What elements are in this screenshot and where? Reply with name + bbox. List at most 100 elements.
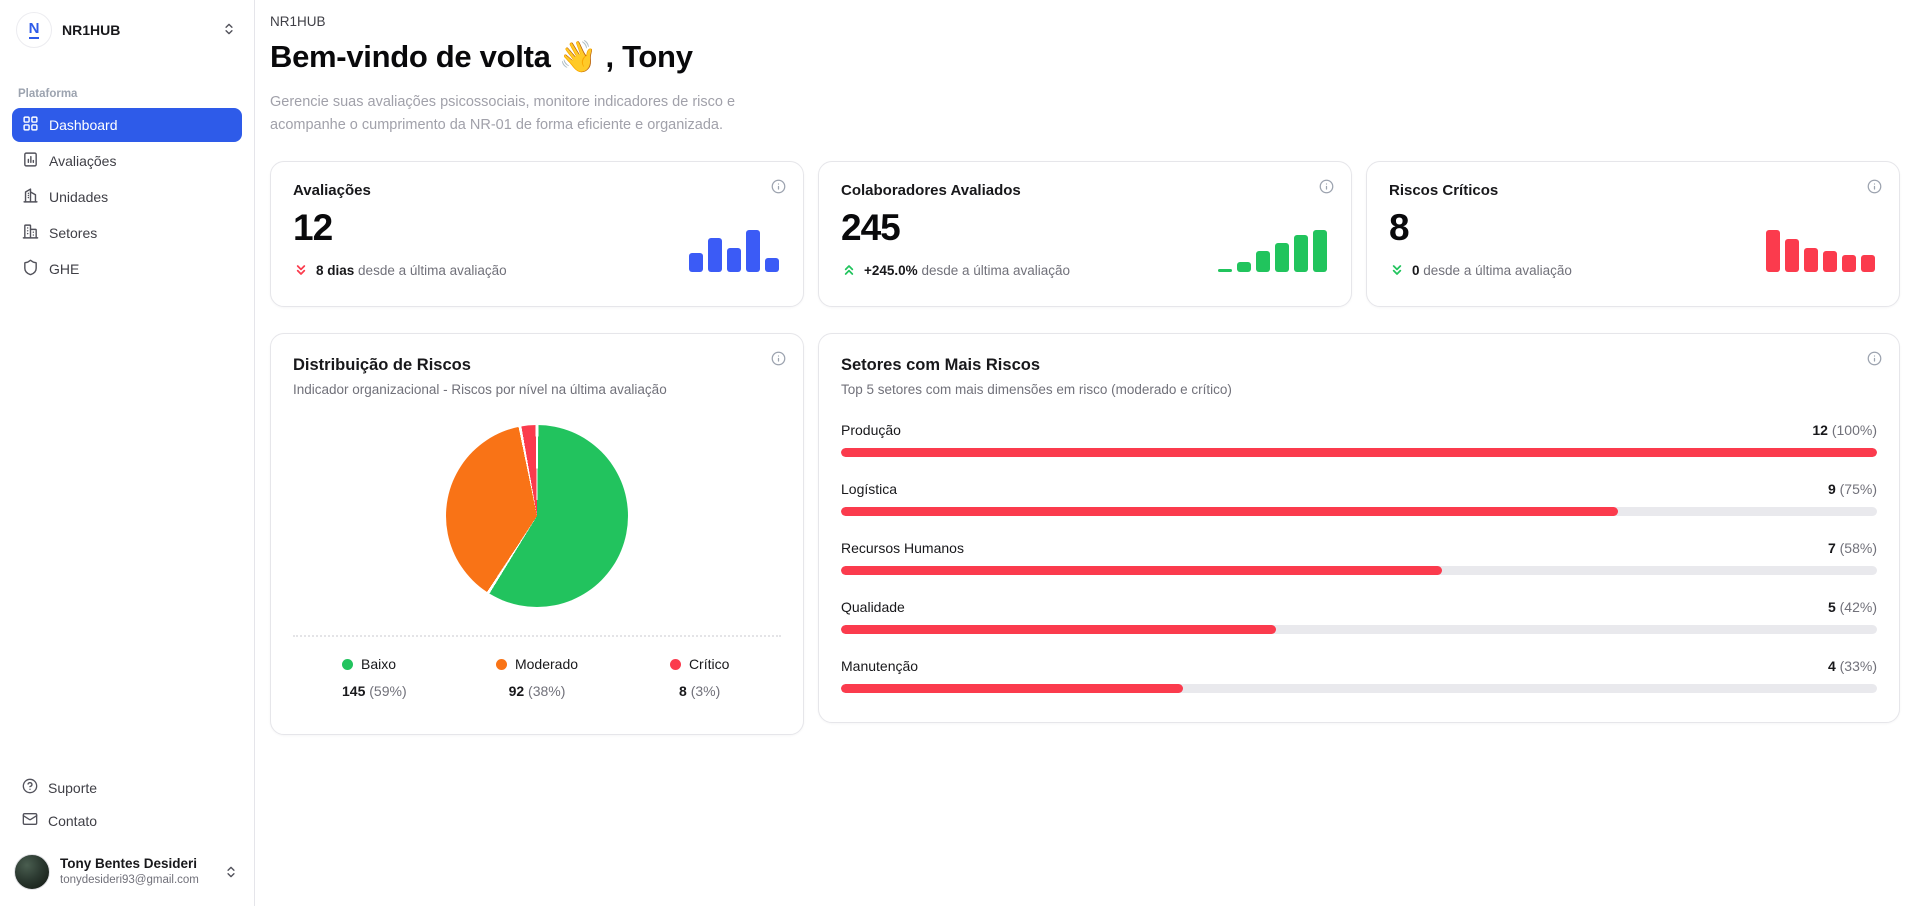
- chevrons-down-icon: [1389, 262, 1405, 278]
- mail-icon: [22, 811, 38, 830]
- legend-label: Baixo: [361, 656, 397, 672]
- legend-label: Moderado: [514, 656, 579, 672]
- sector-row-qualidade: Qualidade 5 (42%): [841, 599, 1877, 634]
- legend-percent: (38%): [528, 683, 566, 699]
- sparkline-chart: [1218, 230, 1327, 272]
- trend-caption: desde a última avaliação: [921, 262, 1071, 278]
- info-button[interactable]: [1865, 177, 1884, 199]
- stat-trend: 0 desde a última avaliação: [1389, 262, 1877, 278]
- chevrons-down-icon: [293, 262, 309, 278]
- stat-card-colaboradores: Colaboradores Avaliados 245 +245.0% desd…: [818, 161, 1352, 307]
- sidebar-item-dashboard[interactable]: Dashboard: [12, 108, 242, 142]
- sidebar-item-unidades[interactable]: Unidades: [12, 180, 242, 214]
- user-menu[interactable]: Tony Bentes Desideri tonydesideri93@gmai…: [12, 852, 242, 892]
- info-icon: [1319, 179, 1334, 197]
- sparkline-chart: [689, 230, 779, 272]
- sector-percent: (100%): [1831, 422, 1877, 438]
- sector-bar-track: [841, 448, 1877, 457]
- breadcrumb: NR1HUB: [270, 14, 326, 29]
- info-button[interactable]: [1317, 177, 1336, 199]
- sidebar-item-contato[interactable]: Contato: [12, 805, 242, 836]
- sector-bar-fill: [841, 684, 1183, 693]
- chevrons-up-down-icon: [222, 22, 236, 39]
- sidebar-item-label: Dashboard: [49, 117, 118, 133]
- dashboard-grid-icon: [22, 115, 39, 135]
- main-content: NR1HUB Bem-vindo de volta 👋 , Tony Geren…: [255, 0, 1913, 906]
- trend-value: 8 dias: [316, 262, 355, 278]
- sector-label: Recursos Humanos: [841, 540, 964, 556]
- sector-count: 7: [1827, 540, 1836, 556]
- legend-percent: (59%): [369, 683, 407, 699]
- sidebar-item-ghe[interactable]: GHE: [12, 252, 242, 286]
- sector-row-recursos-humanos: Recursos Humanos 7 (58%): [841, 540, 1877, 575]
- sector-label: Qualidade: [841, 599, 905, 615]
- sidebar-item-setores[interactable]: Setores: [12, 216, 242, 250]
- risk-pie-chart: [446, 425, 628, 607]
- legend-count: 145: [342, 683, 366, 699]
- workspace-chevrons-button[interactable]: [220, 20, 238, 41]
- sidebar-item-label: Unidades: [49, 189, 109, 205]
- sidebar-spacer: [12, 288, 242, 772]
- stat-value: 245: [841, 207, 901, 248]
- sector-row-logistica: Logística 9 (75%): [841, 481, 1877, 516]
- sector-percent: (42%): [1839, 599, 1877, 615]
- trend-value: +245.0%: [864, 262, 918, 278]
- legend-item-critico: Crítico 8 (3%): [669, 656, 730, 699]
- sidebar-footer-nav: Suporte Contato: [12, 772, 242, 838]
- sector-count: 4: [1827, 658, 1836, 674]
- info-icon: [1867, 179, 1882, 197]
- chevrons-up-icon: [841, 262, 857, 278]
- file-chart-icon: [22, 151, 39, 171]
- legend-count: 92: [508, 683, 525, 699]
- sector-label: Manutenção: [841, 658, 919, 674]
- sector-bar-fill: [841, 507, 1618, 516]
- sector-rows: Produção 12 (100%) Logística 9 (75%) Recur…: [841, 422, 1877, 693]
- stat-title: Colaboradores Avaliados: [841, 182, 1021, 199]
- app-name: NR1HUB: [62, 22, 121, 38]
- stat-value: 8: [1389, 207, 1410, 248]
- info-icon: [1867, 351, 1882, 369]
- stat-trend: 8 dias desde a última avaliação: [293, 262, 781, 278]
- sector-bar-fill: [841, 566, 1442, 575]
- sector-percent: (58%): [1839, 540, 1877, 556]
- legend-dot: [669, 658, 681, 670]
- info-button[interactable]: [1865, 349, 1884, 371]
- avatar: [14, 854, 50, 890]
- sidebar-item-label: Suporte: [48, 779, 98, 796]
- charts-row: Distribuição de Riscos Indicador organiz…: [270, 333, 1900, 735]
- info-button[interactable]: [769, 349, 788, 371]
- stat-card-riscos-criticos: Riscos Críticos 8 0 desde a última avali…: [1366, 161, 1900, 307]
- sidebar-item-avaliacoes[interactable]: Avaliações: [12, 144, 242, 178]
- workspace-switcher[interactable]: N NR1HUB: [12, 10, 242, 50]
- info-button[interactable]: [769, 177, 788, 199]
- stat-card-avaliacoes: Avaliações 12 8 dias desde a última aval…: [270, 161, 804, 307]
- legend-dot: [495, 658, 507, 670]
- shield-icon: [22, 259, 39, 279]
- sidebar-item-label: Setores: [49, 225, 98, 241]
- pie-legend: Baixo 145 (59%) Moderado 92 (38%) Crític…: [293, 656, 781, 699]
- sector-bar-fill: [841, 448, 1877, 457]
- sector-bar-track: [841, 507, 1877, 516]
- sidebar-item-suporte[interactable]: Suporte: [12, 772, 242, 803]
- sidebar-section-label: Plataforma: [18, 88, 78, 100]
- stat-trend: +245.0% desde a última avaliação: [841, 262, 1329, 278]
- info-icon: [771, 351, 786, 369]
- legend-count: 8: [679, 683, 687, 699]
- stat-cards-row: Avaliações 12 8 dias desde a última aval…: [270, 161, 1900, 307]
- building-icon: [22, 187, 39, 207]
- user-email: tonydesideri93@gmail.com: [60, 873, 199, 886]
- chevrons-up-down-icon: [222, 863, 240, 881]
- stat-value: 12: [293, 207, 333, 248]
- divider: [293, 635, 781, 637]
- legend-item-baixo: Baixo 145 (59%): [342, 656, 407, 699]
- panel-subtitle: Indicador organizacional - Riscos por ní…: [293, 382, 667, 397]
- sectors-risk-card: Setores com Mais Riscos Top 5 setores co…: [818, 333, 1900, 723]
- sector-percent: (33%): [1839, 658, 1877, 674]
- sector-count: 12: [1812, 422, 1828, 438]
- sector-label: Produção: [841, 422, 901, 438]
- sector-bar-track: [841, 625, 1877, 634]
- panel-title: Distribuição de Riscos: [293, 356, 471, 374]
- panel-subtitle: Top 5 setores com mais dimensões em risc…: [841, 382, 1232, 397]
- legend-label: Crítico: [688, 656, 730, 672]
- factory-icon: [22, 223, 39, 243]
